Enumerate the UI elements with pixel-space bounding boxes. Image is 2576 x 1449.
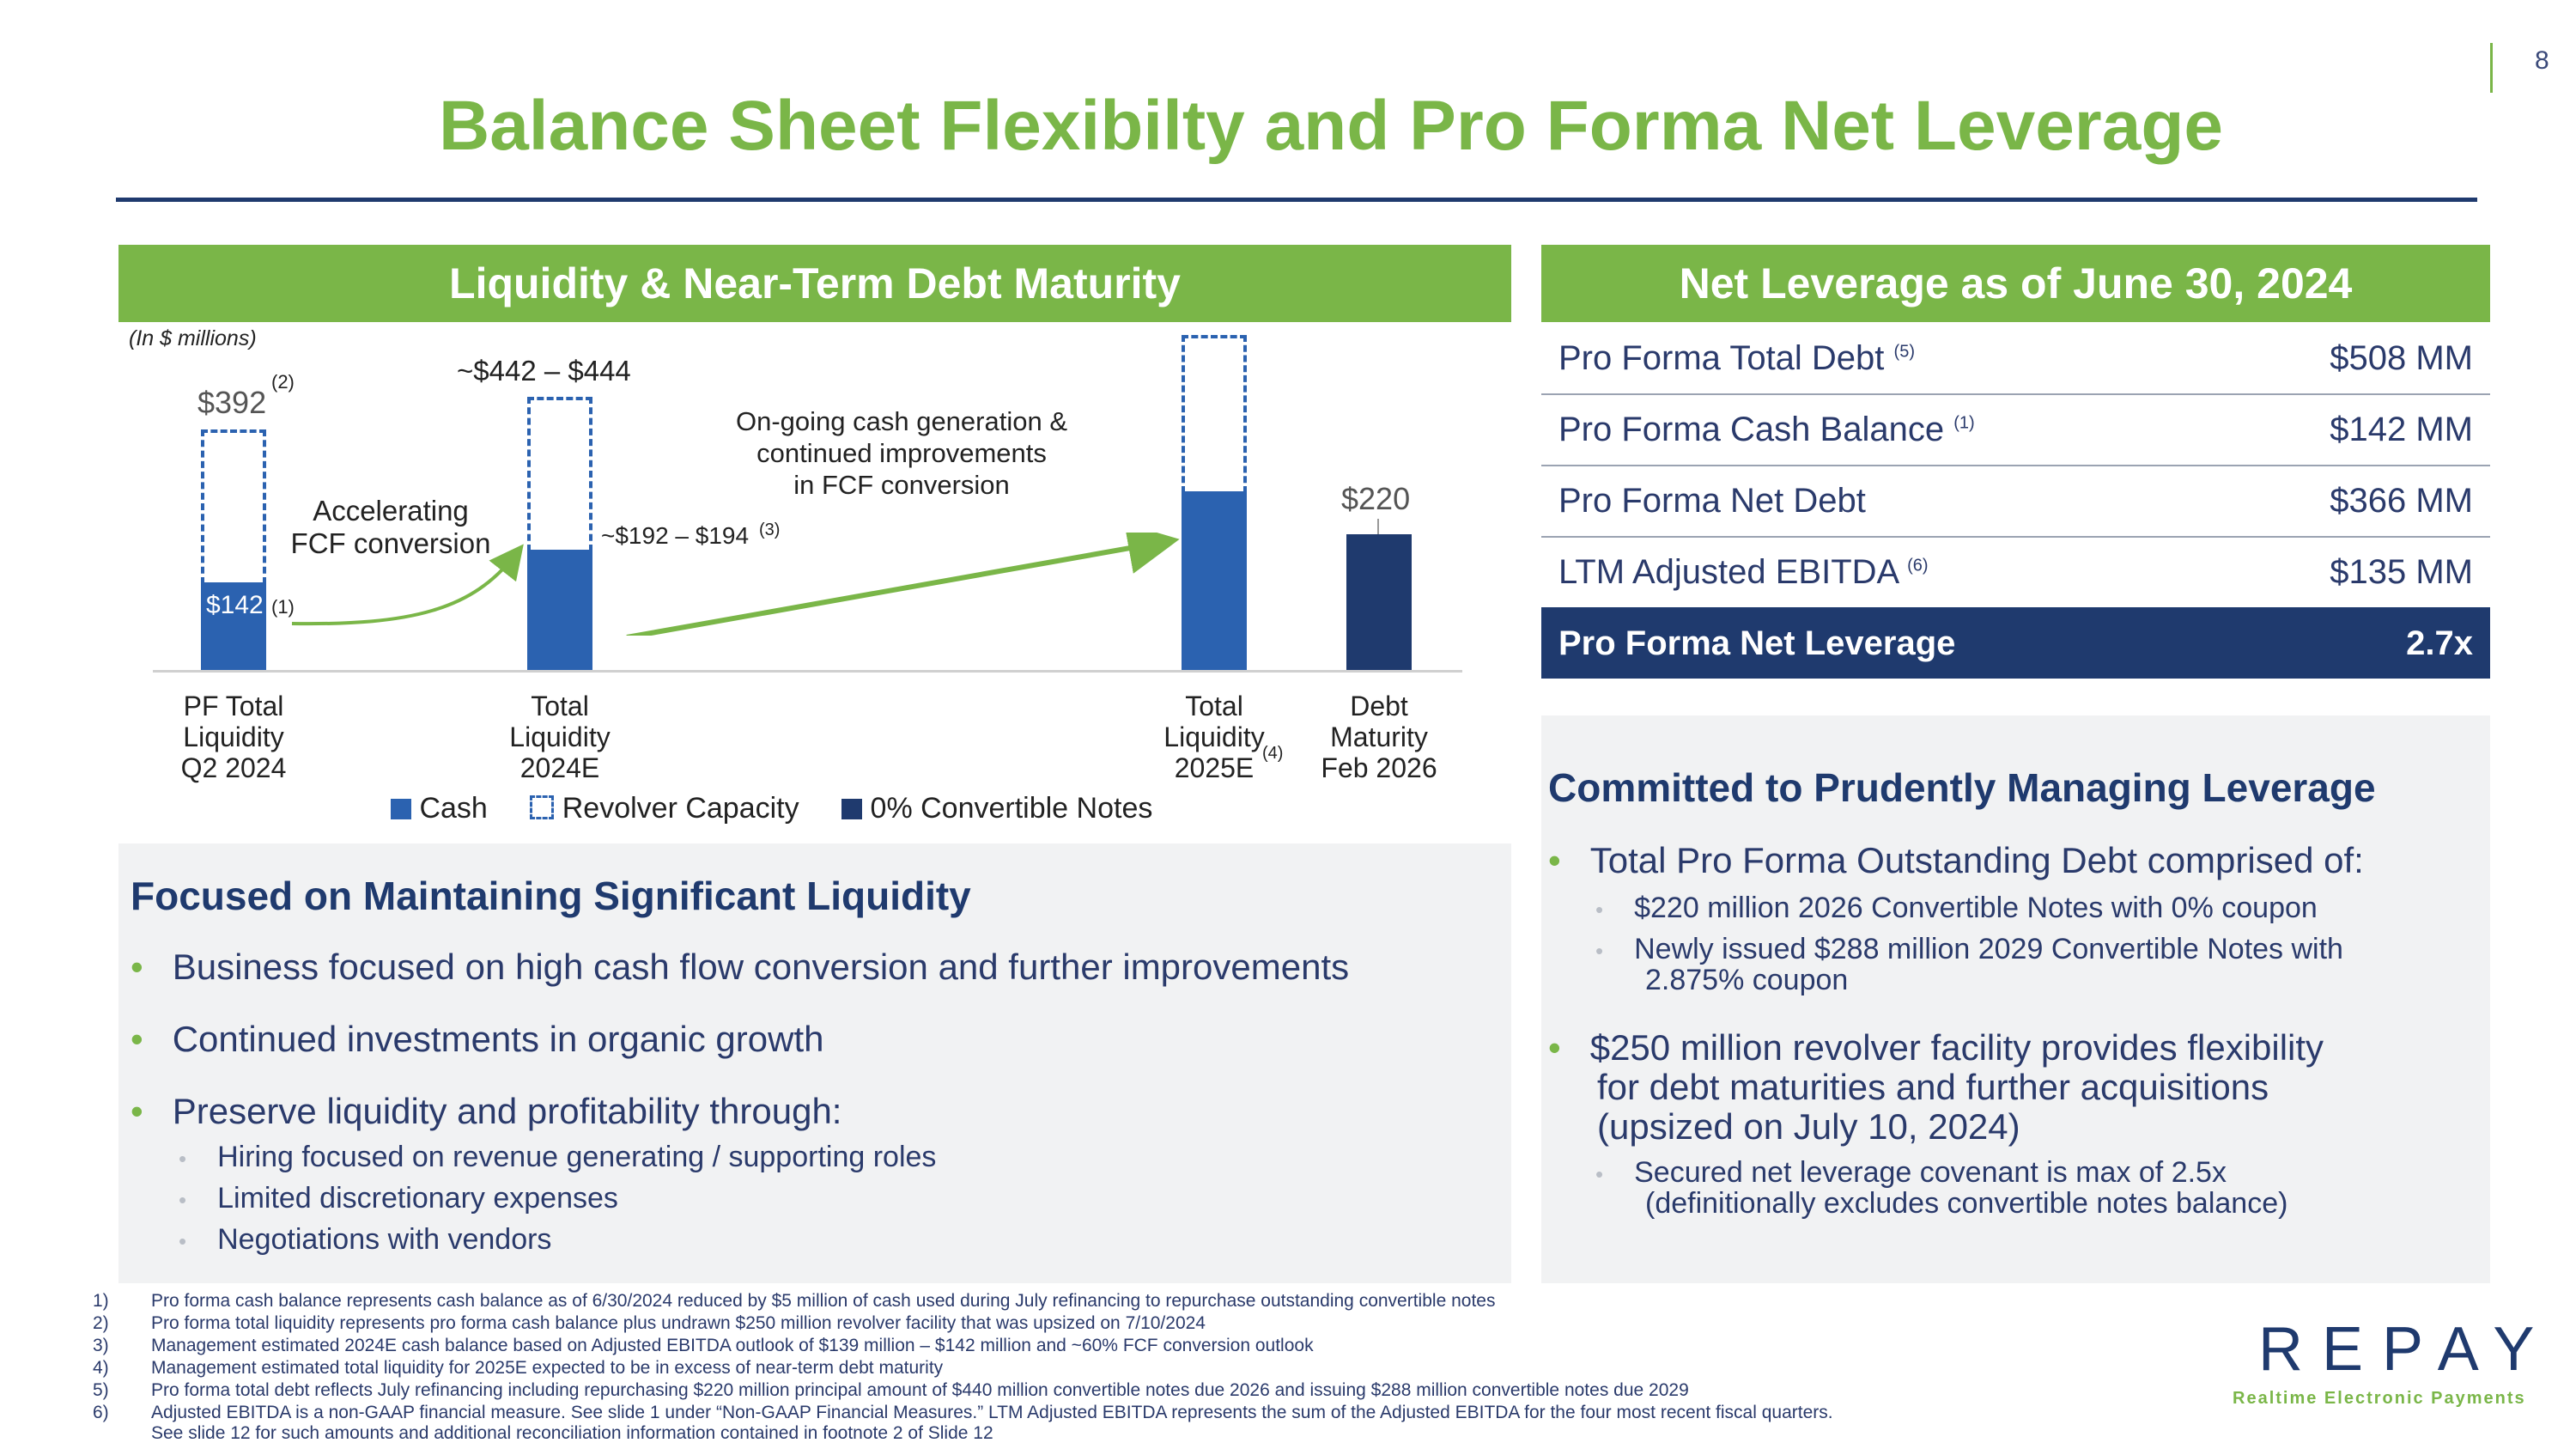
liquidity-bullet-2: • Continued investments in organic growth bbox=[131, 1019, 824, 1059]
footnote-1: 1) Pro forma cash balance represents cash… bbox=[93, 1291, 1496, 1311]
footnote-3: 3) Management estimated 2024E cash balanc… bbox=[93, 1336, 1314, 1355]
liquidity-sub-bullet-1: • Hiring focused on revenue generating / … bbox=[179, 1141, 937, 1173]
committed-sub-bullet-2-cont: (definitionally excludes convertible not… bbox=[1645, 1187, 2288, 1220]
footnote-5: 5) Pro forma total debt reflects July ref… bbox=[93, 1380, 1689, 1400]
committed-bullet-1: • Total Pro Forma Outstanding Debt compri… bbox=[1548, 840, 2364, 880]
annotation-ongoing: On-going cash generation & continued imp… bbox=[735, 406, 1068, 500]
bar-feb-2026-total-label: $220 bbox=[1341, 481, 1411, 516]
bar-2025e-revolver bbox=[1182, 335, 1247, 493]
leverage-row-net-debt: Pro Forma Net Debt $366 MM bbox=[1541, 465, 2490, 538]
bar-2024e-cash-label: ~$192 – $194 bbox=[601, 522, 750, 549]
bar-2024e-cash bbox=[527, 550, 592, 670]
footnote-4: 4) Management estimated total liquidity f… bbox=[93, 1358, 944, 1378]
bar-2024e-revolver bbox=[527, 397, 592, 551]
title-underline bbox=[116, 198, 2477, 202]
committed-sub-bullet-1b-cont: 2.875% coupon bbox=[1645, 964, 1849, 996]
committed-bullet-2: • $250 million revolver facility provides… bbox=[1548, 1027, 2324, 1068]
liquidity-sub-bullet-3: • Negotiations with vendors bbox=[179, 1223, 552, 1256]
bar-q2-2024-revolver bbox=[201, 429, 266, 584]
bar-2024e-total-label: ~$442 – $444 bbox=[457, 355, 631, 387]
repay-tagline: Realtime Electronic Payments bbox=[2233, 1389, 2526, 1408]
bar-q2-2024-total-label: $392 bbox=[197, 385, 267, 420]
legend-convertible: 0% Convertible Notes bbox=[870, 792, 1153, 825]
growth-arrows bbox=[291, 533, 1180, 636]
bar-q2-2024-cash-label: $142 bbox=[206, 591, 264, 619]
leverage-header: Net Leverage as of June 30, 2024 bbox=[1541, 245, 2490, 322]
footnote-6: 6) Adjusted EBITDA is a non-GAAP financia… bbox=[93, 1403, 1833, 1422]
leverage-row-total-debt: Pro Forma Total Debt (5) $508 MM bbox=[1541, 322, 2490, 395]
liquidity-header: Liquidity & Near-Term Debt Maturity bbox=[118, 245, 1511, 322]
liquidity-bullet-3: • Preserve liquidity and profitability th… bbox=[131, 1091, 842, 1131]
legend-cash: Cash bbox=[419, 792, 488, 825]
committed-sub-bullet-1b: • Newly issued $288 million 2029 Converti… bbox=[1595, 933, 2343, 965]
repay-logo: REPAY bbox=[2258, 1315, 2554, 1384]
leverage-row-ebitda: LTM Adjusted EBITDA (6) $135 MM bbox=[1558, 553, 2473, 591]
page-title: Balance Sheet Flexibilty and Pro Forma N… bbox=[438, 87, 2224, 165]
category-note-2025e: (4) bbox=[1262, 744, 1284, 763]
liquidity-focus-heading: Focused on Maintaining Significant Liqui… bbox=[131, 874, 971, 918]
bar-2024e-cash-note: (3) bbox=[759, 521, 781, 539]
liquidity-focus-panel bbox=[118, 843, 1511, 1283]
legend-cash-swatch bbox=[391, 799, 411, 819]
footnote-6-cont: See slide 12 for such amounts and additi… bbox=[151, 1423, 993, 1443]
chart-legend: Cash Revolver Capacity 0% Convertible No… bbox=[391, 792, 1152, 825]
committed-panel bbox=[1541, 715, 2490, 1283]
category-label-feb-2026: Debt Maturity Feb 2026 bbox=[1321, 691, 1437, 783]
legend-convertible-swatch bbox=[841, 799, 863, 819]
category-label-2024e: Total Liquidity 2024E bbox=[509, 691, 611, 783]
committed-sub-bullet-2: • Secured net leverage covenant is max of… bbox=[1595, 1156, 2227, 1189]
committed-bullet-2-line-2: for debt maturities and further acquisit… bbox=[1597, 1067, 2269, 1107]
bar-feb-2026-convertible bbox=[1346, 534, 1412, 670]
bar-q2-2024-total-note: (2) bbox=[271, 371, 295, 393]
category-label-2025e: Total Liquidity 2025E bbox=[1163, 691, 1265, 783]
leverage-row-net-leverage: Pro Forma Net Leverage 2.7x bbox=[1541, 607, 2490, 679]
arrow-ongoing bbox=[626, 533, 1180, 636]
annotation-accelerating: Accelerating FCF conversion bbox=[290, 495, 491, 559]
category-label-q2-2024: PF Total Liquidity Q2 2024 bbox=[180, 691, 287, 783]
page-number-divider bbox=[2490, 43, 2493, 93]
arrow-accelerating bbox=[291, 544, 524, 626]
legend-revolver: Revolver Capacity bbox=[562, 792, 799, 825]
units-note: (In $ millions) bbox=[129, 326, 257, 350]
committed-bullet-2-line-3: (upsized on July 10, 2024) bbox=[1597, 1106, 2020, 1147]
page-number: 8 bbox=[2535, 46, 2549, 75]
bar-feb-2026-leader bbox=[1377, 519, 1379, 534]
x-axis bbox=[153, 670, 1462, 673]
committed-sub-bullet-1a: • $220 million 2026 Convertible Notes wit… bbox=[1595, 892, 2318, 924]
footnote-2: 2) Pro forma total liquidity represents p… bbox=[93, 1313, 1206, 1333]
liquidity-sub-bullet-2: • Limited discretionary expenses bbox=[179, 1182, 618, 1215]
liquidity-bullet-1: • Business focused on high cash flow conv… bbox=[131, 947, 1350, 987]
bar-q2-2024-cash bbox=[201, 582, 266, 670]
leverage-row-cash-balance: Pro Forma Cash Balance (1) $142 MM bbox=[1541, 393, 2490, 466]
bar-q2-2024-cash-note: (1) bbox=[271, 596, 295, 618]
bar-2025e-cash bbox=[1182, 491, 1247, 670]
committed-heading: Committed to Prudently Managing Leverage bbox=[1548, 765, 2376, 810]
legend-revolver-swatch bbox=[530, 795, 555, 819]
